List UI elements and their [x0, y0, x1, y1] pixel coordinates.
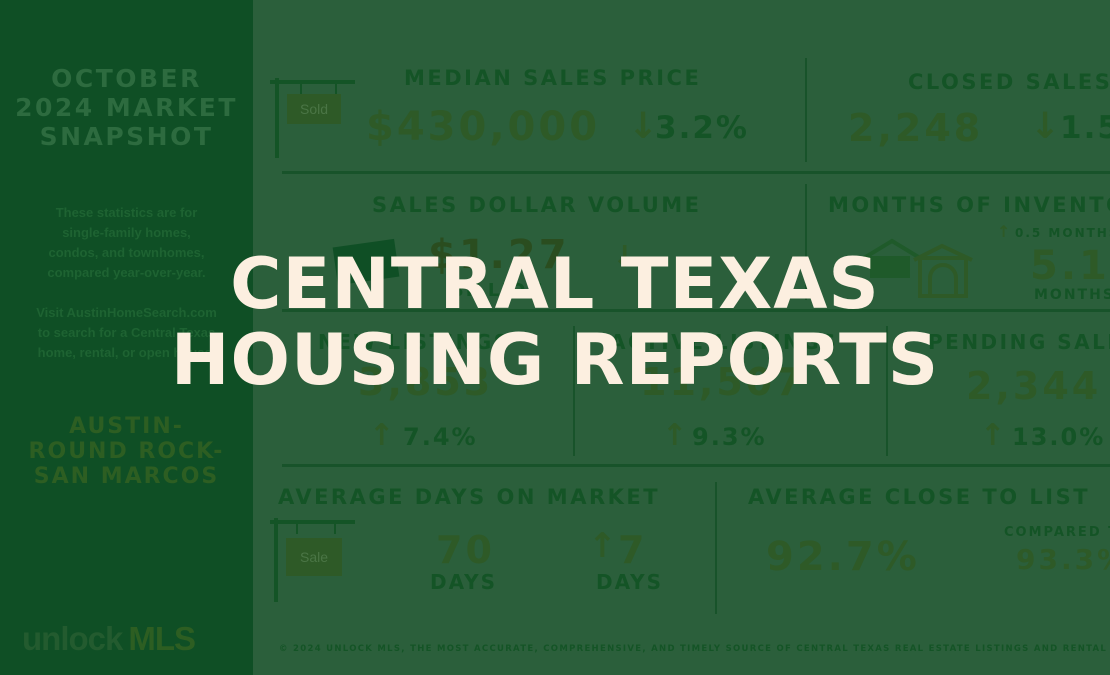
- houses-icon: [862, 238, 974, 298]
- new-listings-label: NEW LISTINGS: [318, 330, 511, 354]
- stats-description: These statistics are for single-family h…: [10, 203, 243, 283]
- region-line: SAN MARCOS: [33, 464, 220, 489]
- snapshot-title-line: 2024 MARKET: [15, 93, 238, 122]
- pending-sales-label: PENDING SALES: [928, 330, 1110, 354]
- sidebar: OCTOBER 2024 MARKET SNAPSHOT These stati…: [0, 0, 253, 675]
- median-sales-price-change: 3.2%: [655, 110, 749, 146]
- arrow-down-icon: ↓: [1030, 106, 1061, 147]
- closed-sales-label: CLOSED SALES: [908, 70, 1110, 94]
- visit-line: to search for a Central Texas: [37, 325, 216, 340]
- arrow-up-icon: ↑: [980, 418, 1006, 453]
- avg-days-on-market-value: 70: [436, 528, 495, 572]
- divider: [886, 326, 888, 456]
- page-title: CENTRAL TEXAS HOUSING REPORTS: [0, 246, 1110, 398]
- title-line-1: CENTRAL TEXAS: [230, 243, 880, 325]
- avg-days-on-market-unit: DAYS: [430, 570, 498, 594]
- title-line-2: HOUSING REPORTS: [170, 319, 940, 401]
- arrow-up-icon: ↑: [997, 222, 1011, 241]
- avg-close-to-list-label: AVERAGE CLOSE TO LIST: [748, 485, 1091, 509]
- pending-sales-change: 13.0%: [1012, 423, 1106, 451]
- pending-sales-value: 2,344: [966, 364, 1102, 408]
- divider: [573, 326, 575, 456]
- arrow-up-icon: ↑: [369, 418, 395, 453]
- arrow-down-icon: ↓: [628, 106, 659, 147]
- description-line: These statistics are for: [55, 205, 198, 220]
- new-listings-value: 3,853: [358, 360, 494, 404]
- avg-days-on-market-label: AVERAGE DAYS ON MARKET: [278, 485, 661, 509]
- compared-to-label: COMPARED TO: [1004, 525, 1110, 540]
- months-of-inventory-label: MONTHS OF INVENTORY: [828, 193, 1110, 217]
- unlock-mls-logo: unlock MLS: [22, 620, 196, 658]
- region-line: AUSTIN-: [69, 414, 184, 439]
- sales-dollar-volume-label: SALES DOLLAR VOLUME: [372, 193, 702, 217]
- months-of-inventory-unit: MONTHS: [1034, 287, 1110, 303]
- divider: [282, 464, 1110, 467]
- visit-line: home, rental, or open house.: [37, 345, 216, 360]
- active-listings-change: 9.3%: [692, 423, 767, 451]
- logo-mls: MLS: [128, 620, 196, 657]
- divider: [282, 171, 1110, 174]
- region-line: ROUND ROCK-: [28, 439, 225, 464]
- sign-board: Sale: [286, 538, 342, 576]
- divider: [805, 184, 807, 300]
- region-name: AUSTIN- ROUND ROCK- SAN MARCOS: [0, 414, 253, 489]
- sales-dollar-volume-unit: BILLION: [450, 280, 545, 301]
- avg-days-change-unit: DAYS: [596, 570, 664, 594]
- active-listings-label: ACTIVE LISTINGS: [610, 330, 839, 354]
- closed-sales-value: 2,248: [848, 106, 984, 150]
- description-line: condos, and townhomes,: [48, 245, 205, 260]
- divider: [715, 482, 717, 614]
- sales-dollar-volume-value: $1.27: [428, 232, 570, 278]
- divider: [805, 58, 807, 162]
- avg-close-to-list-value: 92.7%: [766, 534, 920, 580]
- description-line: compared year-over-year.: [47, 265, 206, 280]
- active-listings-value: 11,507: [640, 360, 805, 404]
- median-sales-price-label: MEDIAN SALES PRICE: [404, 66, 702, 90]
- snapshot-title-line: SNAPSHOT: [39, 122, 214, 151]
- snapshot-title-line: OCTOBER: [51, 64, 202, 93]
- copyright-footer: © 2024 UNLOCK MLS, THE MOST ACCURATE, CO…: [279, 644, 1110, 654]
- avg-days-change-value: 7: [618, 528, 648, 572]
- new-listings-change: 7.4%: [403, 423, 478, 451]
- arrow-down-icon: ↓: [612, 240, 638, 275]
- closed-sales-change: 1.5%: [1060, 110, 1110, 146]
- arrow-up-icon: ↑: [662, 418, 688, 453]
- months-of-inventory-change: 0.5 MONTHS: [1015, 226, 1110, 240]
- visit-line: Visit AustinHomeSearch.com: [36, 305, 217, 320]
- median-sales-price-value: $430,000: [366, 104, 601, 150]
- description-line: single-family homes,: [62, 225, 191, 240]
- snapshot-title: OCTOBER 2024 MARKET SNAPSHOT: [0, 64, 253, 151]
- logo-unlock: unlock: [22, 620, 123, 657]
- divider: [282, 309, 1110, 312]
- months-of-inventory-value: 5.1: [1030, 243, 1110, 289]
- sign-board: Sold: [287, 94, 341, 124]
- visit-text: Visit AustinHomeSearch.com to search for…: [10, 303, 243, 363]
- arrow-up-icon: ↑: [588, 526, 617, 566]
- compared-to-value: 93.3%: [1016, 543, 1110, 576]
